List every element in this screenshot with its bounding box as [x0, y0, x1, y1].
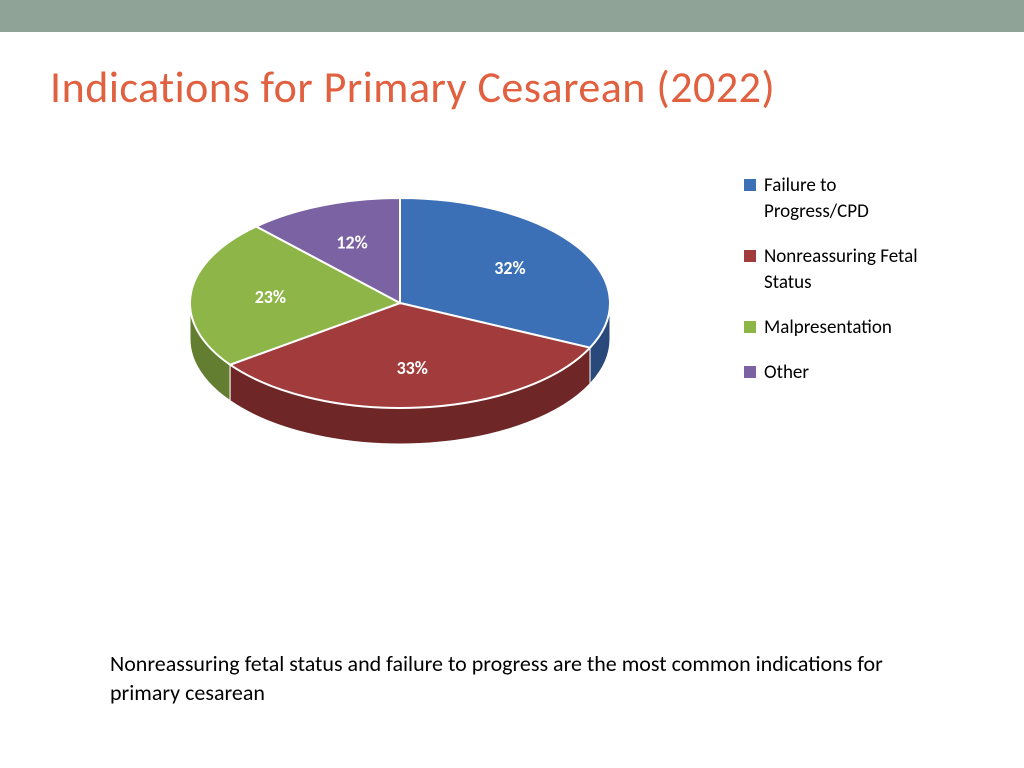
legend-swatch [744, 321, 756, 333]
legend: Failure to Progress/CPD Nonreassuring Fet… [744, 173, 934, 405]
pie-slice-label: 32% [494, 257, 525, 279]
legend-item: Nonreassuring Fetal Status [744, 244, 934, 297]
legend-item: Malpresentation [744, 315, 934, 342]
legend-item: Failure to Progress/CPD [744, 173, 934, 226]
legend-label: Malpresentation [764, 315, 892, 342]
top-bar [0, 0, 1024, 32]
legend-item: Other [744, 360, 934, 387]
legend-label: Nonreassuring Fetal Status [764, 244, 934, 297]
caption-text: Nonreassuring fetal status and failure t… [110, 649, 944, 708]
legend-swatch [744, 250, 756, 262]
legend-swatch [744, 366, 756, 378]
chart-area: 32% 33% 23% 12% Failure to Progress/CPD Nonr… [0, 123, 1024, 543]
legend-swatch [744, 179, 756, 191]
page-title: Indications for Primary Cesarean (2022) [0, 32, 1024, 123]
legend-label: Failure to Progress/CPD [764, 173, 934, 226]
pie-chart: 32% 33% 23% 12% [150, 153, 650, 513]
pie-slice-label: 12% [336, 231, 367, 253]
pie-slice-label: 33% [397, 356, 428, 378]
legend-label: Other [764, 360, 809, 387]
pie-slice-label: 23% [255, 285, 286, 307]
